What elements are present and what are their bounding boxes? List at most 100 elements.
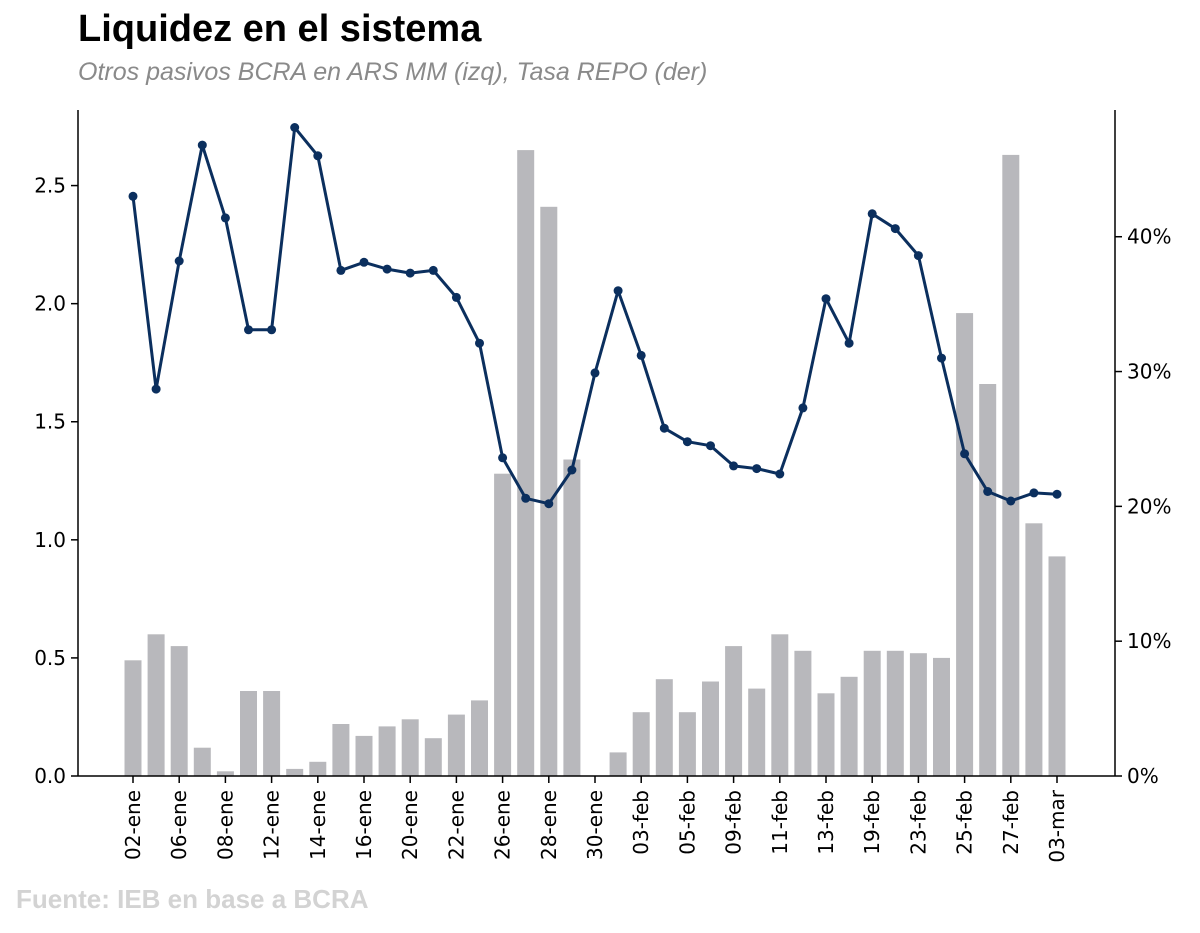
x-tick-label: 28-ene bbox=[537, 790, 561, 860]
chart-subtitle: Otros pasivos BCRA en ARS MM (izq), Tasa… bbox=[78, 58, 708, 86]
repo-point-18-feb bbox=[844, 338, 854, 348]
left-tick-label: 1.5 bbox=[34, 410, 66, 434]
bar-12-ene bbox=[263, 691, 281, 776]
line-layer bbox=[128, 123, 1062, 509]
bar-03-ene bbox=[147, 634, 165, 776]
bar-09-ene bbox=[240, 691, 257, 776]
repo-point-28-ene bbox=[544, 499, 554, 509]
repo-point-23-ene bbox=[475, 338, 484, 348]
x-tick-label: 09-feb bbox=[722, 790, 746, 855]
left-tick-label: 1.0 bbox=[34, 528, 66, 552]
x-tick-label: 22-ene bbox=[444, 790, 468, 860]
bar-24-feb bbox=[933, 657, 950, 776]
bar-12-feb bbox=[794, 650, 812, 776]
bar-26-feb bbox=[979, 384, 997, 776]
x-tick-label: 08-ene bbox=[213, 790, 237, 860]
bar-08-ene bbox=[216, 771, 234, 776]
bar-10-feb bbox=[748, 688, 766, 776]
repo-point-19-ene bbox=[382, 264, 392, 274]
x-tick-label: 05-feb bbox=[675, 790, 699, 855]
left-tick-label: 0.0 bbox=[34, 764, 66, 788]
repo-point-20-feb bbox=[890, 224, 900, 234]
repo-point-26-feb bbox=[983, 487, 993, 496]
bar-04-feb bbox=[655, 679, 673, 776]
repo-point-27-ene bbox=[521, 493, 531, 503]
repo-point-19-feb bbox=[867, 209, 877, 219]
bar-23-ene bbox=[471, 700, 488, 776]
repo-point-26-ene bbox=[498, 453, 508, 463]
right-tick-label: 20% bbox=[1127, 494, 1171, 518]
bar-19-feb bbox=[863, 650, 881, 776]
repo-point-05-feb bbox=[682, 437, 692, 447]
repo-point-08-ene bbox=[220, 213, 230, 223]
ticks-layer: 0.0 0.5 1.0 1.5 2.0 2.5 0% 10% 20% 30% 40% 02-ene 06… bbox=[34, 174, 1171, 863]
bar-14-ene bbox=[309, 761, 327, 776]
repo-point-02-mar bbox=[1029, 488, 1039, 498]
bars-layer bbox=[124, 150, 1066, 777]
bar-18-feb bbox=[840, 676, 858, 776]
x-tick-label: 03-mar bbox=[1045, 789, 1069, 862]
repo-point-04-feb bbox=[659, 423, 669, 433]
x-tick-label: 11-feb bbox=[768, 790, 792, 855]
x-tick-label: 30-ene bbox=[583, 790, 607, 860]
bar-06-feb bbox=[702, 681, 719, 776]
bar-13-ene bbox=[286, 768, 304, 776]
repo-point-21-ene bbox=[428, 265, 438, 275]
repo-point-09-feb bbox=[729, 461, 739, 471]
bar-03-mar bbox=[1048, 556, 1066, 776]
bar-20-ene bbox=[401, 719, 419, 776]
x-tick-label: 23-feb bbox=[906, 790, 930, 855]
repo-point-24-feb bbox=[937, 353, 946, 363]
x-tick-label: 26-ene bbox=[491, 790, 515, 860]
repo-point-30-ene bbox=[590, 368, 600, 378]
bar-26-ene bbox=[494, 473, 512, 776]
bar-09-feb bbox=[725, 646, 743, 776]
bar-06-ene bbox=[170, 646, 188, 776]
chart-title: Liquidez en el sistema bbox=[78, 8, 482, 50]
repo-point-12-feb bbox=[798, 403, 808, 413]
x-tick-label: 13-feb bbox=[814, 790, 838, 855]
repo-point-02-feb bbox=[613, 286, 623, 296]
repo-point-25-feb bbox=[960, 449, 970, 459]
bar-11-feb bbox=[771, 634, 789, 776]
left-tick-label: 2.0 bbox=[34, 292, 66, 316]
repo-point-13-feb bbox=[821, 294, 831, 304]
bar-20-feb bbox=[886, 650, 904, 776]
bar-02-ene bbox=[124, 660, 142, 776]
bar-19-ene bbox=[378, 726, 396, 776]
repo-point-03-mar bbox=[1052, 489, 1062, 499]
repo-rate-line bbox=[131, 126, 1058, 506]
repo-point-11-feb bbox=[775, 469, 785, 479]
left-tick-label: 0.5 bbox=[34, 646, 66, 670]
repo-point-03-ene bbox=[151, 384, 161, 394]
x-tick-label: 06-ene bbox=[167, 790, 191, 860]
x-tick-label: 03-feb bbox=[629, 790, 653, 855]
bar-07-ene bbox=[193, 747, 211, 776]
axes-layer bbox=[71, 110, 1122, 783]
repo-point-13-ene bbox=[290, 123, 300, 132]
bar-02-feb bbox=[609, 752, 627, 776]
repo-point-07-ene bbox=[197, 140, 207, 150]
x-tick-label: 20-ene bbox=[398, 790, 422, 860]
repo-point-29-ene bbox=[567, 465, 577, 475]
repo-point-20-ene bbox=[405, 268, 415, 278]
repo-point-10-feb bbox=[752, 464, 762, 474]
repo-point-06-feb bbox=[706, 441, 715, 451]
repo-point-06-ene bbox=[174, 256, 184, 266]
bar-27-feb bbox=[1002, 154, 1020, 776]
repo-point-15-ene bbox=[336, 265, 346, 275]
bar-25-feb bbox=[956, 313, 974, 776]
repo-point-03-feb bbox=[636, 350, 646, 360]
bar-05-feb bbox=[678, 712, 696, 776]
x-tick-label: 27-feb bbox=[999, 790, 1023, 855]
repo-point-02-ene bbox=[128, 191, 138, 201]
right-tick-label: 0% bbox=[1127, 764, 1159, 788]
bar-27-ene bbox=[517, 150, 535, 777]
x-tick-label: 14-ene bbox=[306, 790, 330, 860]
bar-29-ene bbox=[563, 459, 581, 776]
repo-point-09-ene bbox=[244, 325, 253, 335]
bar-28-ene bbox=[540, 206, 558, 777]
right-tick-label: 10% bbox=[1127, 629, 1171, 653]
right-tick-label: 30% bbox=[1127, 360, 1171, 384]
